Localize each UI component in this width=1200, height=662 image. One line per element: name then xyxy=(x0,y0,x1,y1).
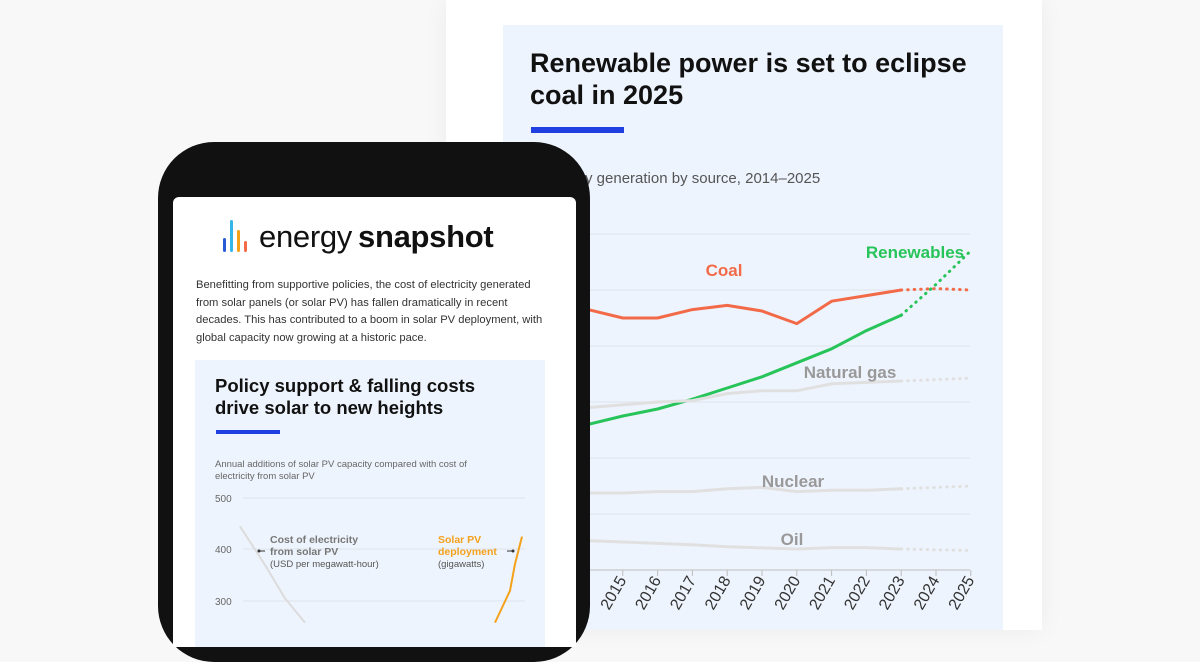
series-projection xyxy=(899,547,973,552)
deployment-annotation-unit: (gigawatts) xyxy=(438,559,484,570)
annotation-line: from solar PV xyxy=(270,546,338,558)
x-tick-label: 2021 xyxy=(807,573,840,612)
y-tick-label: 400 xyxy=(215,545,232,556)
x-tick-label: 2023 xyxy=(876,573,909,612)
series-projection xyxy=(899,287,973,292)
card-title: Policy support & falling costs drive sol… xyxy=(215,375,476,418)
title-accent-bar xyxy=(531,127,624,133)
solar-chart-card: Policy support & falling costs drive sol… xyxy=(195,360,545,647)
logo-word-snapshot: snapshot xyxy=(358,219,494,254)
x-tick-label: 2020 xyxy=(772,573,805,612)
annotation-dot xyxy=(511,549,515,553)
deployment-annotation-label: Solar PV deployment xyxy=(438,534,497,558)
annotation-line: Cost of electricity xyxy=(270,534,358,546)
x-tick-label: 2022 xyxy=(841,573,874,612)
logo-bar xyxy=(237,230,240,252)
logo-bar xyxy=(223,238,226,252)
series-line xyxy=(494,536,523,624)
x-tick-label: 2016 xyxy=(633,573,666,612)
series-label: Coal xyxy=(706,261,743,280)
series-label: Nuclear xyxy=(762,472,825,491)
card-subtitle: Annual additions of solar PV capacity co… xyxy=(215,459,467,482)
series-line xyxy=(586,313,903,426)
solar-pv-chart: 500 400 300 Cost of electricity from solar P… xyxy=(215,494,525,624)
x-tick-label: 2018 xyxy=(702,573,735,612)
x-tick-label: 2017 xyxy=(667,573,700,612)
card-accent-bar xyxy=(216,430,280,434)
report-chart-subtitle: electricity generation by source, 2014–2… xyxy=(530,170,821,187)
energy-snapshot-logo: energy snapshot xyxy=(221,215,494,259)
series-line xyxy=(239,525,306,624)
series-line xyxy=(586,485,903,495)
x-tick-label: 2019 xyxy=(737,573,770,612)
series-projection xyxy=(899,484,973,491)
x-tick-label: 2024 xyxy=(911,573,944,612)
cost-annotation-label: Cost of electricity from solar PV xyxy=(270,534,358,558)
series-line xyxy=(586,379,903,410)
intro-paragraph: Benefitting from supportive policies, th… xyxy=(196,279,543,344)
series-projection xyxy=(899,376,973,383)
report-chart-title: Renewable power is set to eclipse coal i… xyxy=(530,48,967,110)
y-tick-label: 300 xyxy=(215,597,232,608)
series-line xyxy=(586,539,903,551)
x-tick-label: 2025 xyxy=(946,573,979,612)
series-label: Renewables xyxy=(866,243,964,262)
series-label: Oil xyxy=(781,530,804,549)
phone-screen[interactable]: energy snapshot Benefitting from support… xyxy=(173,197,576,647)
annotation-line: Solar PV xyxy=(438,534,481,546)
annotation-line: deployment xyxy=(438,546,497,558)
x-tick-label: 2015 xyxy=(598,573,631,612)
cost-annotation-unit: (USD per megawatt-hour) xyxy=(270,559,379,570)
annotation-dot xyxy=(257,549,261,553)
series-projection xyxy=(899,249,973,317)
logo-bar xyxy=(230,220,233,252)
logo-word-energy: energy xyxy=(259,219,352,254)
series-line xyxy=(586,288,903,326)
bar-chart-icon xyxy=(221,220,253,254)
logo-bar xyxy=(244,241,247,252)
series-label: Natural gas xyxy=(804,363,897,382)
y-tick-label: 500 xyxy=(215,494,232,505)
